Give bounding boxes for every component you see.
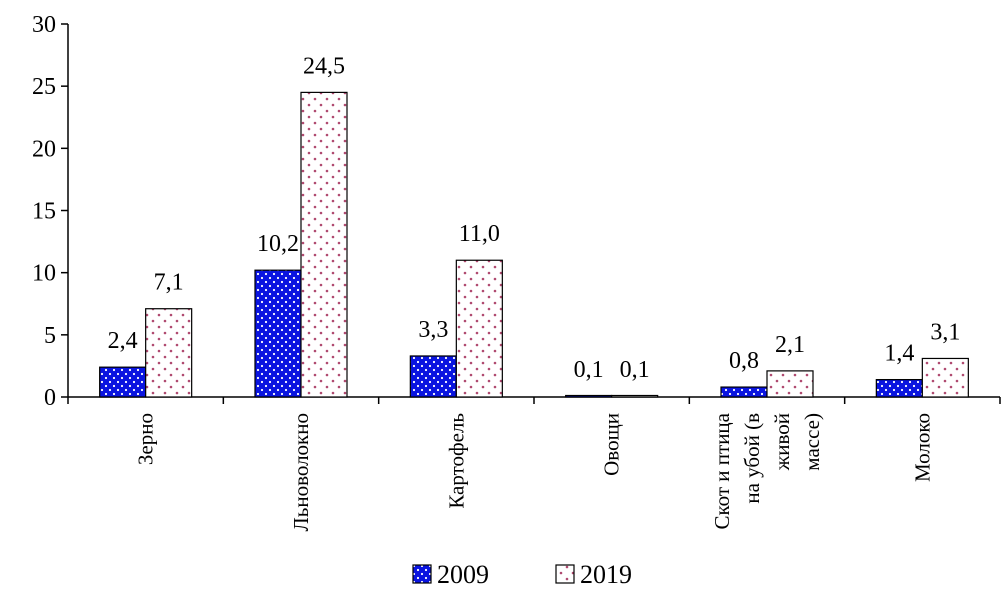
category-label-5: на убой (в (740, 413, 764, 504)
category-label-5: живой (770, 413, 794, 471)
y-tick-label: 25 (32, 74, 56, 100)
category-label-4: Овощи (600, 413, 624, 476)
y-tick-label: 30 (32, 12, 56, 38)
category-labels: Зерно Льноволокно Картофель Овощи Скот и пти… (134, 412, 935, 531)
legend-swatch-2019 (555, 564, 575, 584)
data-label-2019-1: 7,1 (154, 270, 184, 296)
legend-label-2019: 2019 (580, 560, 632, 589)
category-label-6: Молоко (910, 413, 934, 482)
data-label-2019-6: 3,1 (930, 319, 960, 345)
bar-2009-2 (254, 269, 302, 398)
category-label-2: Льноволокно (289, 413, 313, 531)
bar-2009-4 (565, 394, 613, 398)
legend: 2009 2019 (412, 560, 632, 589)
y-tick-label: 5 (44, 323, 56, 349)
bar-2009-6 (875, 378, 923, 398)
category-label-5: массе) (800, 413, 824, 471)
bar-2009-3 (409, 355, 457, 398)
bar-2019-2 (300, 91, 348, 398)
data-label-2019-3: 11,0 (459, 221, 500, 247)
bar-2019-3 (455, 259, 503, 398)
bar-2019-6 (921, 357, 969, 398)
data-label-2009-3: 3,3 (418, 317, 448, 343)
legend-swatch-2009 (412, 564, 432, 584)
bars (99, 91, 969, 398)
data-label-2009-6: 1,4 (884, 341, 914, 367)
bar-2019-5 (766, 370, 814, 398)
legend-label-2009: 2009 (437, 560, 489, 589)
data-label-2019-5: 2,1 (775, 332, 805, 358)
data-label-2009-1: 2,4 (108, 328, 138, 354)
data-label-2019-2: 24,5 (303, 53, 345, 79)
category-label-3: Картофель (444, 413, 468, 509)
bar-2019-1 (145, 308, 193, 398)
bar-2019-4 (611, 394, 659, 398)
y-tick-label: 0 (44, 385, 56, 411)
category-label-5: Скот и птица (710, 412, 734, 529)
data-labels: 2,4 7,1 10,2 24,5 3,3 11,0 0,1 0,1 0,8 2,1 1,4 3,1 (108, 53, 961, 382)
data-label-2009-5: 0,8 (729, 348, 759, 374)
axes: 0 5 10 15 20 25 30 (32, 12, 1001, 411)
y-tick-label: 20 (32, 136, 56, 162)
category-label-1: Зерно (134, 413, 158, 465)
data-label-2019-4: 0,1 (620, 357, 650, 383)
data-label-2009-2: 10,2 (257, 231, 299, 257)
y-tick-label: 15 (32, 199, 56, 225)
bar-2009-1 (99, 366, 147, 398)
y-tick-label: 10 (32, 261, 56, 287)
bar-2009-5 (720, 386, 768, 398)
data-label-2009-4: 0,1 (574, 357, 604, 383)
